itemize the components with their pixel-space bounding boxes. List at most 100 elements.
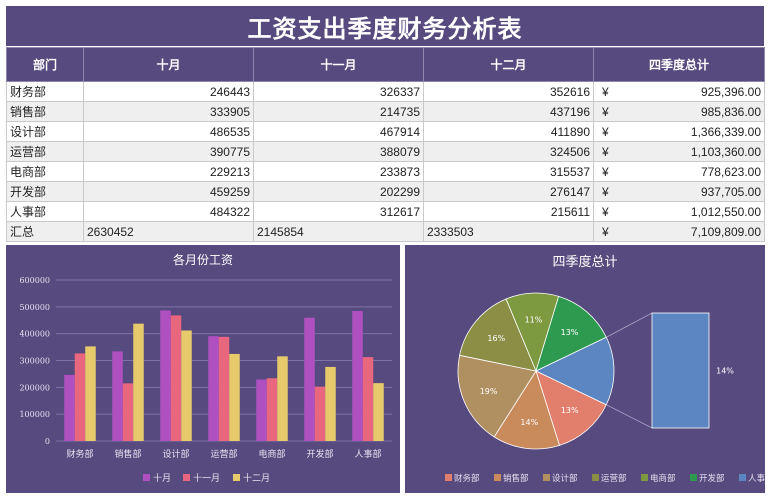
bar [133,323,144,441]
dec-cell: 437196 [423,101,594,122]
dec-cell: 215611 [423,201,594,222]
summary-nov: 2145854 [253,221,424,242]
total-amount: 1,012,550.00 [690,204,761,219]
pie-chart: 四季度总计 13% 14% 19% 16% 11% 13% 14% 财务部 销售部 设计部 运营部 电商… [445,254,765,484]
dept-cell: 财务部 [6,81,84,102]
slice-label: 13% [561,328,579,337]
bar [325,366,336,441]
currency-symbol: ¥ [602,104,609,119]
table-row: 销售部 333905 214735 437196 ¥985,836.00 [6,101,765,122]
legend-label: 电商部 [650,473,676,484]
bar [277,356,288,441]
slice-label: 14% [520,418,538,427]
bar [85,346,96,441]
pie-slice [535,295,607,372]
oct-cell: 486535 [83,121,254,142]
summary-row: 汇总 2630452 2145854 2333503 ¥7,109,809.00 [6,221,765,242]
pie-slice [457,354,537,438]
total-cell: ¥925,396.00 [593,81,765,102]
total-cell: ¥1,366,339.00 [593,121,765,142]
total-cell: ¥1,103,360.00 [593,141,765,162]
bar [304,317,315,441]
chart-title: 四季度总计 [552,254,617,270]
slice-label: 11% [525,316,543,325]
dec-cell: 315537 [423,161,594,182]
nov-cell: 467914 [253,121,424,142]
bar [229,353,240,441]
header-total: 四季度总计 [593,47,765,82]
total-amount: 937,705.00 [700,184,761,199]
summary-dec: 2333503 [423,221,594,242]
total-cell: ¥1,012,550.00 [593,201,765,222]
secondary-label: 14% [716,367,734,376]
pie-chart-panel: 四季度总计 13% 14% 19% 16% 11% 13% 14% 财务部 销售部 设计部 运营部 电商… [405,245,765,493]
legend-label: 运营部 [601,473,627,484]
oct-cell: 333905 [83,101,254,122]
legend-swatch [143,474,150,481]
legend-swatch [445,474,452,481]
bar [170,315,182,441]
y-tick-label: 500000 [19,303,50,312]
currency-symbol: ¥ [602,204,609,219]
currency-symbol: ¥ [602,84,609,99]
legend-label: 销售部 [503,473,529,484]
y-tick-label: 600000 [19,276,50,285]
bar [314,386,326,441]
legend-label: 设计部 [552,473,578,484]
table-row: 设计部 486535 467914 411890 ¥1,366,339.00 [6,121,765,142]
bar [266,378,278,441]
page-title: 工资支出季度财务分析表 [6,6,764,46]
dec-cell: 324506 [423,141,594,162]
legend-swatch [233,474,240,481]
dec-cell: 276147 [423,181,594,202]
y-tick-label: 300000 [19,357,50,366]
legend-swatch [183,474,190,481]
nov-cell: 312617 [253,201,424,222]
header-dept: 部门 [6,47,84,82]
total-cell: ¥985,836.00 [593,101,765,122]
total-cell: ¥937,705.00 [593,181,765,202]
slice-label: 19% [480,387,498,396]
total-amount: 1,366,339.00 [690,124,761,139]
nov-cell: 214735 [253,101,424,122]
chart-title: 各月份工资 [173,252,233,267]
currency-symbol: ¥ [602,124,609,139]
bar [218,336,230,441]
oct-cell: 246443 [83,81,254,102]
x-tick-label: 运营部 [210,448,237,460]
summary-total-amount: 7,109,809.00 [690,224,761,239]
bar [112,351,123,441]
table-header-row: 部门 十月 十一月 十二月 四季度总计 [6,47,765,82]
legend-label: 十二月 [243,472,270,484]
currency-symbol: ¥ [602,224,609,239]
bar [74,353,86,441]
legend-label: 十月 [153,472,171,484]
pie-slice [535,370,607,446]
summary-oct: 2630452 [83,221,254,242]
connector-line [606,404,653,429]
total-amount: 925,396.00 [700,84,761,99]
connector-line [606,312,653,338]
legend-label: 人事部 [748,473,765,484]
bar-chart: 各月份工资 0 100000 200000 300000 400000 500000 6000… [19,252,392,484]
bar [64,374,75,441]
header-nov: 十一月 [253,47,424,82]
nov-cell: 233873 [253,161,424,182]
bar [256,379,267,441]
dept-cell: 运营部 [6,141,84,162]
summary-total-cell: ¥7,109,809.00 [593,221,765,242]
bar [122,383,134,441]
x-tick-label: 财务部 [66,448,93,460]
dept-cell: 设计部 [6,121,84,142]
bar [181,330,192,441]
total-cell: ¥778,623.00 [593,161,765,182]
dec-cell: 352616 [423,81,594,102]
x-tick-label: 开发部 [306,448,333,460]
currency-symbol: ¥ [602,184,609,199]
oct-cell: 459259 [83,181,254,202]
summary-label: 汇总 [6,221,84,242]
y-tick-label: 0 [45,437,50,446]
dec-cell: 411890 [423,121,594,142]
x-tick-label: 人事部 [354,448,381,460]
total-amount: 778,623.00 [700,164,761,179]
